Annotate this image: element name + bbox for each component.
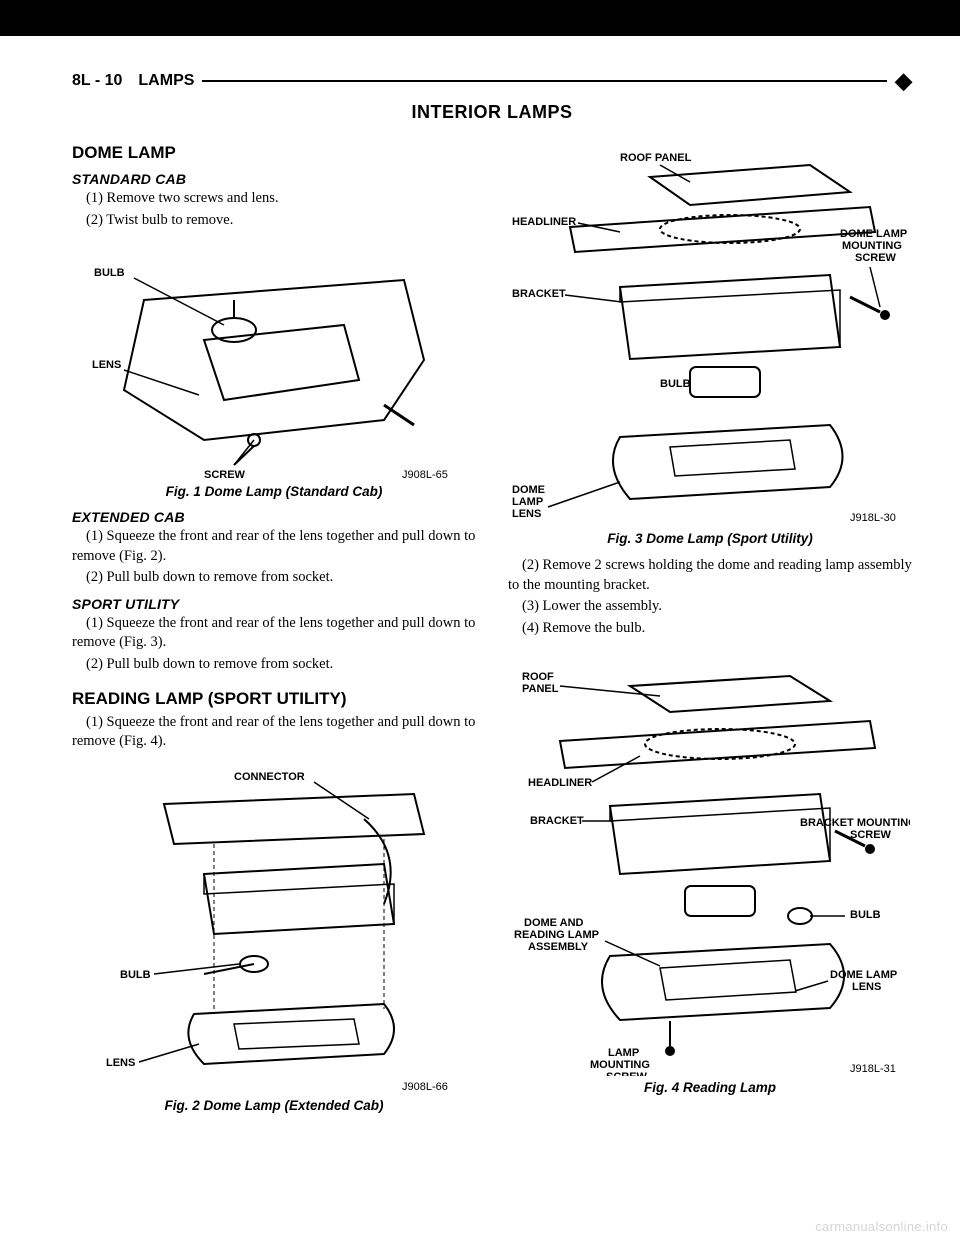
fig3-label-lens: DOME LAMP LENS xyxy=(512,484,548,520)
fig4-label-lscrew: LAMP MOUNTING SCREW xyxy=(590,1047,653,1076)
figure-3: ROOF PANEL HEADLINER BRACKET BULB DOME L… xyxy=(508,147,912,527)
fig4-label-bscrew: BRACKET MOUNTING SCREW xyxy=(800,817,910,841)
section-title: INTERIOR LAMPS xyxy=(72,102,912,123)
fig3-label-headliner: HEADLINER xyxy=(512,216,576,228)
heading-dome-lamp: DOME LAMP xyxy=(72,143,476,163)
fig3-label-screw: DOME LAMP MOUNTING SCREW xyxy=(840,228,910,264)
fig2-label-lens: LENS xyxy=(106,1057,135,1069)
step-text: (2) Pull bulb down to remove from socket… xyxy=(72,568,476,588)
figure-4-svg: ROOF PANEL HEADLINER BRACKET BRACKET MOU… xyxy=(510,656,910,1076)
fig1-code: J908L-65 xyxy=(402,469,448,480)
fig3-label-bulb: BULB xyxy=(660,378,691,390)
fig3-label-bracket: BRACKET xyxy=(512,288,566,300)
fig3-caption: Fig. 3 Dome Lamp (Sport Utility) xyxy=(508,531,912,546)
step-text: (2) Pull bulb down to remove from socket… xyxy=(72,655,476,675)
fig2-label-bulb: BULB xyxy=(120,969,151,981)
heading-standard-cab: STANDARD CAB xyxy=(72,171,476,187)
step-text: (1) Squeeze the front and rear of the le… xyxy=(72,614,476,653)
fig2-caption: Fig. 2 Dome Lamp (Extended Cab) xyxy=(72,1098,476,1113)
fig4-label-headliner: HEADLINER xyxy=(528,777,592,789)
two-column-layout: DOME LAMP STANDARD CAB (1) Remove two sc… xyxy=(72,137,912,1123)
fig3-label-roof: ROOF PANEL xyxy=(620,152,692,164)
figure-3-svg: ROOF PANEL HEADLINER BRACKET BULB DOME L… xyxy=(510,147,910,527)
fig4-label-bracket: BRACKET xyxy=(530,815,584,827)
fig4-code: J918L-31 xyxy=(850,1063,896,1075)
section-name: LAMPS xyxy=(138,72,194,90)
figure-1-svg: BULB LENS SCREW J908L-65 xyxy=(84,240,464,480)
fig4-caption: Fig. 4 Reading Lamp xyxy=(508,1080,912,1095)
step-text: (4) Remove the bulb. xyxy=(508,619,912,639)
step-text: (2) Twist bulb to remove. xyxy=(72,211,476,231)
step-text: (3) Lower the assembly. xyxy=(508,597,912,617)
fig1-label-lens: LENS xyxy=(92,359,121,371)
top-black-bar xyxy=(0,0,960,36)
heading-sport-utility: SPORT UTILITY xyxy=(72,596,476,612)
fig4-label-roof: ROOF PANEL xyxy=(522,671,559,695)
header-rule xyxy=(202,80,887,82)
figure-2: CONNECTOR BULB LENS J908L-66 xyxy=(72,764,476,1094)
fig3-code: J918L-30 xyxy=(850,512,896,524)
step-text: (1) Remove two screws and lens. xyxy=(72,189,476,209)
watermark: carmanualsonline.info xyxy=(815,1219,948,1234)
heading-reading-lamp: READING LAMP (SPORT UTILITY) xyxy=(72,689,476,709)
fig1-label-bulb: BULB xyxy=(94,267,125,279)
step-text: (2) Remove 2 screws holding the dome and… xyxy=(508,556,912,595)
fig2-label-connector: CONNECTOR xyxy=(234,771,305,783)
figure-4: ROOF PANEL HEADLINER BRACKET BRACKET MOU… xyxy=(508,656,912,1076)
fig4-label-bulb: BULB xyxy=(850,909,881,921)
left-column: DOME LAMP STANDARD CAB (1) Remove two sc… xyxy=(72,137,476,1123)
fig1-caption: Fig. 1 Dome Lamp (Standard Cab) xyxy=(72,484,476,499)
diamond-icon: ◆ xyxy=(895,73,912,89)
figure-1: BULB LENS SCREW J908L-65 xyxy=(72,240,476,480)
heading-extended-cab: EXTENDED CAB xyxy=(72,509,476,525)
fig2-code: J908L-66 xyxy=(402,1081,448,1093)
page-id: 8L - 10 xyxy=(72,72,122,90)
fig4-label-assembly: DOME AND READING LAMP ASSEMBLY xyxy=(514,917,602,953)
fig1-label-screw: SCREW xyxy=(204,469,246,480)
step-text: (1) Squeeze the front and rear of the le… xyxy=(72,713,476,752)
right-column: ROOF PANEL HEADLINER BRACKET BULB DOME L… xyxy=(508,137,912,1123)
step-text: (1) Squeeze the front and rear of the le… xyxy=(72,527,476,566)
page: 8L - 10 LAMPS ◆ INTERIOR LAMPS DOME LAMP… xyxy=(0,0,960,1242)
page-header: 8L - 10 LAMPS ◆ xyxy=(72,72,912,90)
figure-2-svg: CONNECTOR BULB LENS J908L-66 xyxy=(84,764,464,1094)
